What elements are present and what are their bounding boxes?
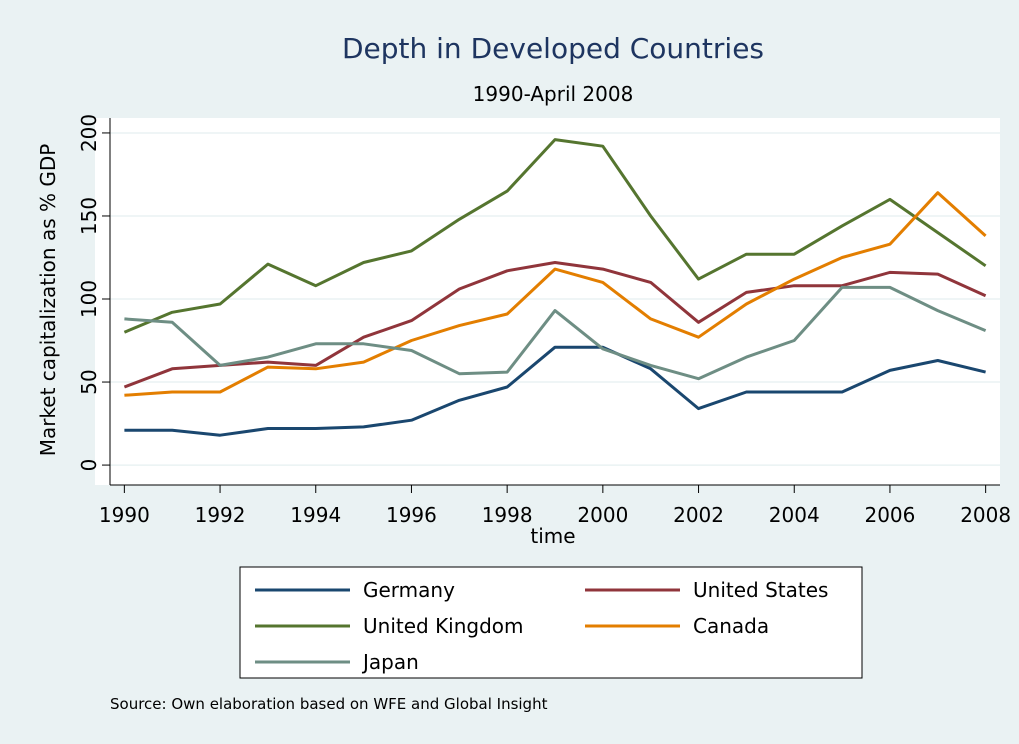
- legend-label: Germany: [363, 578, 455, 602]
- x-tick-label: 1992: [195, 503, 246, 527]
- series-line: [124, 285, 987, 381]
- x-tick-label: 2002: [673, 503, 724, 527]
- series-line: [123, 261, 987, 389]
- y-axis-label: Market capitalization as % GDP: [36, 144, 60, 457]
- x-tick-label: 2004: [769, 503, 820, 527]
- plot-area: [95, 118, 1000, 485]
- series-line: [124, 191, 987, 397]
- x-tick-label: 2008: [960, 503, 1011, 527]
- x-axis-label: time: [530, 524, 575, 548]
- series-line: [124, 345, 986, 437]
- legend-label: United States: [693, 578, 828, 602]
- x-tick-label: 1990: [99, 503, 150, 527]
- x-tick-label: 1996: [386, 503, 437, 527]
- source-note: Source: Own elaboration based on WFE and…: [110, 695, 548, 713]
- series-line: [123, 138, 987, 334]
- y-tick-label: 0: [77, 459, 101, 472]
- chart-subtitle: 1990-April 2008: [473, 82, 634, 106]
- y-tick-label: 150: [77, 197, 101, 235]
- legend-label: Canada: [693, 614, 769, 638]
- x-tick-label: 1994: [290, 503, 341, 527]
- x-tick-label: 2000: [577, 503, 628, 527]
- y-tick-label: 100: [77, 280, 101, 318]
- chart-title: Depth in Developed Countries: [342, 32, 764, 65]
- x-tick-label: 2006: [864, 503, 915, 527]
- x-tick-label: 1998: [482, 503, 533, 527]
- legend-label: United Kingdom: [363, 614, 524, 638]
- legend: [239, 566, 863, 679]
- legend-label: Japan: [361, 650, 419, 674]
- y-tick-label: 50: [77, 369, 101, 394]
- y-tick-label: 200: [77, 114, 101, 152]
